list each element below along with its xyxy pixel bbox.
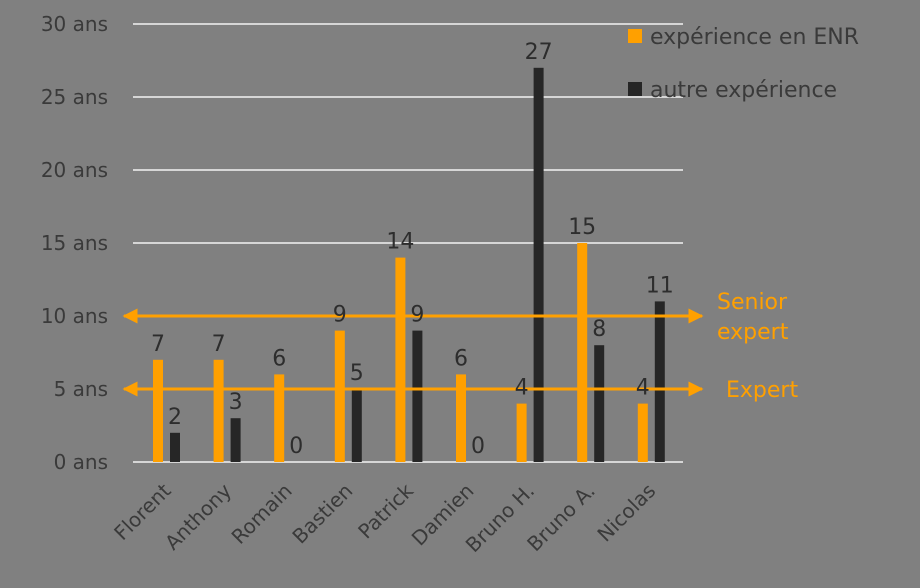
y-tick-label: 15 ans (41, 231, 108, 255)
bar (594, 345, 605, 462)
bar (274, 374, 285, 462)
legend-label: autre expérience (650, 78, 837, 103)
data-label: 27 (525, 40, 553, 65)
data-label: 3 (229, 390, 243, 415)
data-label: 11 (646, 273, 674, 298)
reference-lines: Senior expert Expert (122, 290, 798, 403)
bar (456, 374, 466, 462)
category-label: Nicolas (592, 479, 660, 547)
y-tick-label: 0 ans (54, 450, 108, 474)
bar (637, 403, 648, 462)
data-label: 14 (386, 230, 414, 255)
data-label: 8 (592, 317, 606, 342)
category-label: Anthony (160, 478, 236, 554)
data-label: 7 (212, 332, 226, 357)
y-tick-label: 10 ans (41, 304, 108, 328)
bar (654, 301, 665, 462)
data-label: 0 (471, 434, 485, 459)
data-label: 5 (350, 361, 364, 386)
data-label: 6 (454, 346, 468, 371)
legend-swatch (628, 29, 642, 43)
category-label: Bastien (287, 479, 357, 549)
bar (230, 418, 241, 462)
y-tick-label: 20 ans (41, 158, 108, 182)
reference-line-label: Expert (726, 378, 798, 403)
bar (170, 432, 180, 462)
data-label: 15 (568, 215, 596, 240)
data-label: 9 (410, 303, 424, 328)
bar (213, 359, 224, 462)
legend: expérience en ENR autre expérience (628, 25, 859, 103)
y-tick-label: 30 ans (41, 12, 108, 36)
data-label: 6 (272, 346, 286, 371)
x-axis-categories: FlorentAnthonyRomainBastienPatrickDamien… (109, 478, 660, 557)
data-label: 9 (333, 303, 347, 328)
category-label: Bruno A. (522, 479, 599, 556)
bar (577, 243, 588, 462)
data-label: 4 (515, 376, 529, 401)
y-axis-ticks: 0 ans 5 ans 10 ans 15 ans 20 ans 25 ans 30 ans (41, 12, 108, 474)
reference-line-label: Senior (717, 290, 788, 315)
y-tick-label: 5 ans (54, 377, 108, 401)
data-label: 2 (168, 405, 182, 430)
legend-label: expérience en ENR (650, 25, 859, 50)
bar (153, 359, 163, 462)
data-label: 4 (636, 376, 650, 401)
y-tick-label: 25 ans (41, 85, 108, 109)
reference-line-label: expert (717, 320, 789, 345)
category-label: Romain (227, 479, 297, 549)
bar (516, 403, 527, 462)
legend-swatch (628, 82, 642, 96)
bar (395, 257, 406, 462)
bar (334, 330, 345, 462)
bar (412, 330, 423, 462)
data-label: 7 (151, 332, 165, 357)
bar (533, 67, 544, 463)
data-label: 0 (289, 434, 303, 459)
bar (351, 389, 362, 462)
